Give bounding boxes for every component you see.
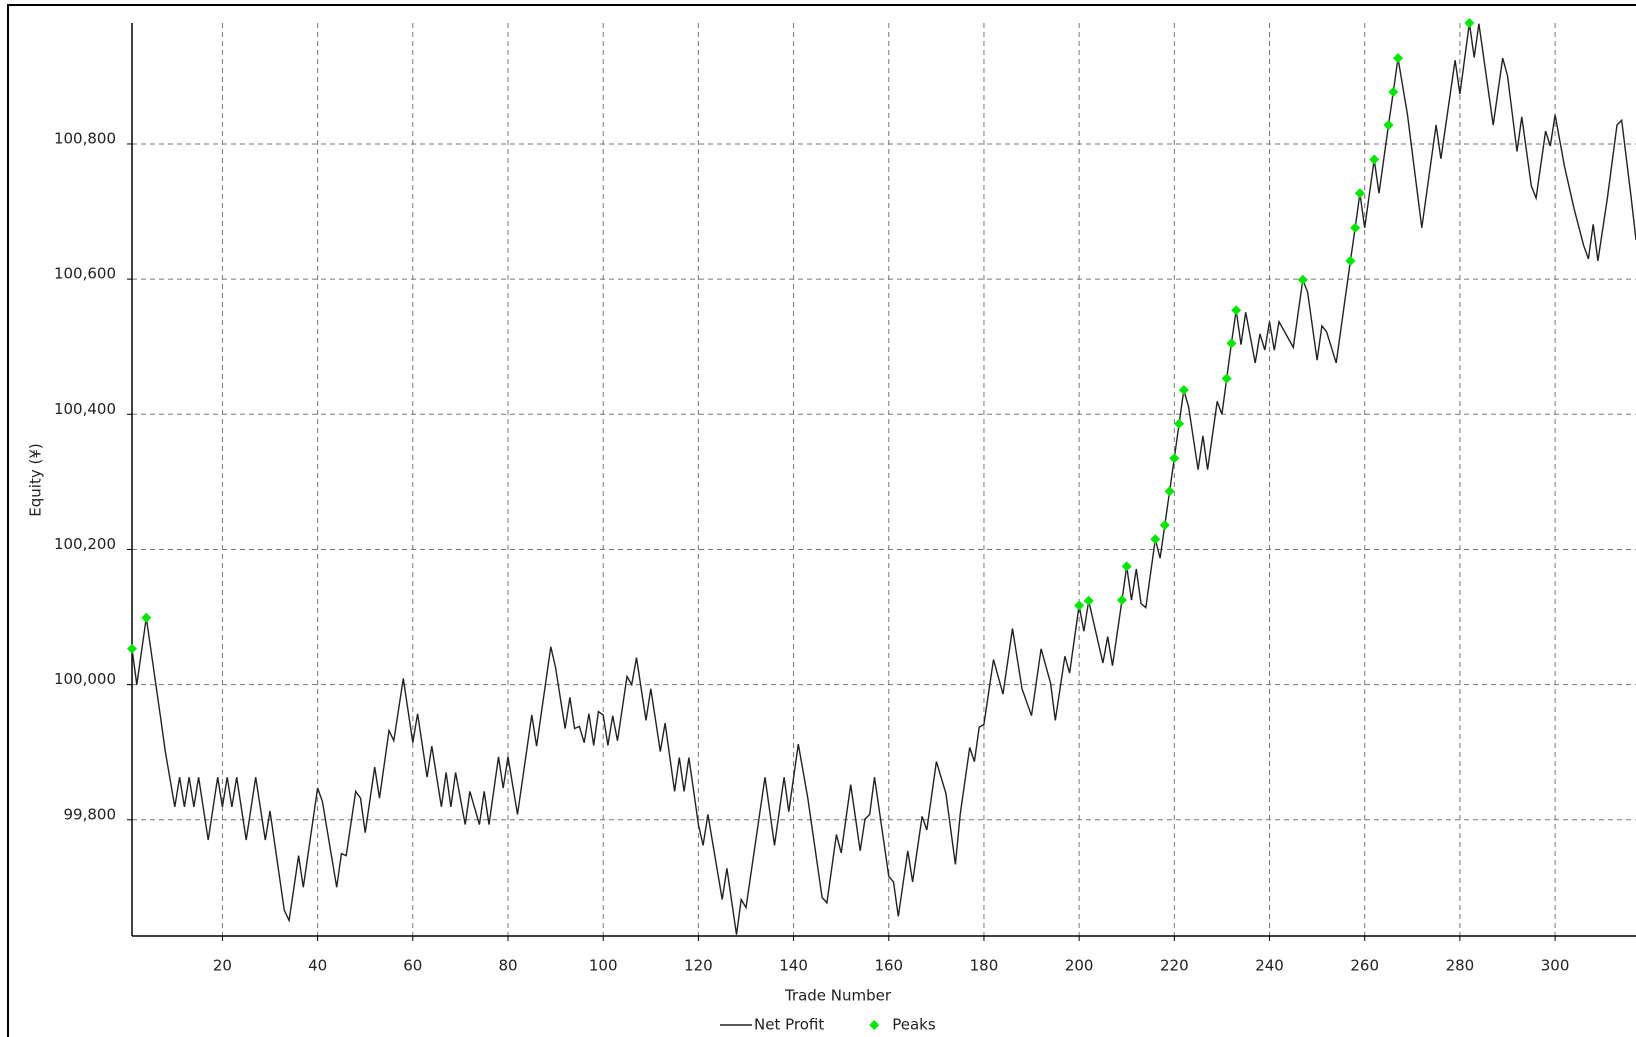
x-tick-label: 300 [1541,957,1570,975]
x-tick-label: 40 [308,957,327,975]
peak-marker [141,612,152,623]
legend-label: Peaks [892,1016,936,1034]
x-tick-label: 160 [874,957,903,975]
x-tick-label: 220 [1160,957,1189,975]
peak-marker [1231,305,1242,316]
y-axis-label: Equity (¥) [27,443,45,516]
peak-marker [1393,53,1404,64]
peak-marker [1150,534,1161,545]
y-tick-label: 100,400 [54,400,116,418]
x-tick-label: 200 [1065,957,1094,975]
x-tick-label: 140 [779,957,808,975]
x-tick-label: 280 [1446,957,1475,975]
x-tick-label: 240 [1255,957,1284,975]
peak-marker [1369,154,1380,165]
peak-marker [1116,595,1127,606]
y-tick-label: 100,800 [54,129,116,147]
peak-marker [1074,600,1085,611]
peak-marker [1297,274,1308,285]
peak-marker [1083,595,1094,606]
x-tick-label: 60 [403,957,422,975]
peak-marker [1164,486,1175,497]
peak-marker [1354,188,1365,199]
x-tick-label: 20 [213,957,232,975]
peak-marker [1178,384,1189,395]
y-tick-label: 100,200 [54,535,116,553]
y-tick-label: 100,600 [54,265,116,283]
x-tick-label: 80 [498,957,517,975]
x-tick-label: 180 [970,957,999,975]
peak-marker [1169,453,1180,464]
x-tick-label: 120 [684,957,713,975]
peak-marker [1383,120,1394,131]
legend-label: Net Profit [754,1016,824,1034]
peak-marker [1350,222,1361,233]
peak-marker [127,643,137,654]
x-axis-label: Trade Number [784,987,892,1005]
equity-line [131,22,1636,935]
peak-marker [1226,338,1237,349]
peak-marker [1388,86,1399,97]
y-tick-label: 100,000 [54,670,116,688]
peak-marker [1159,520,1170,531]
x-tick-label: 100 [589,957,618,975]
peak-marker [1345,255,1356,266]
frame [7,4,1636,1037]
peak-marker [1464,18,1475,28]
peak-marker [1221,373,1232,384]
legend-marker [869,1020,880,1030]
peak-marker [1174,418,1185,429]
x-tick-label: 260 [1350,957,1379,975]
y-tick-label: 99,800 [64,805,117,823]
peak-marker [1121,561,1132,572]
